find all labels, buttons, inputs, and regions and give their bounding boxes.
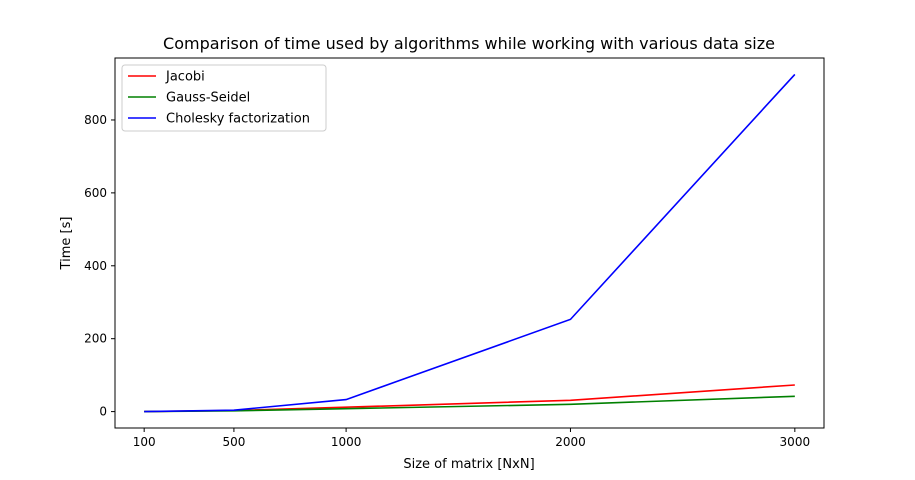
chart-title: Comparison of time used by algorithms wh…	[163, 34, 775, 53]
legend-label-2: Cholesky factorization	[166, 112, 310, 127]
legend-box	[121, 64, 327, 132]
y-tick-label-1: 200	[84, 332, 107, 346]
x-tick-label-2: 1000	[331, 435, 362, 449]
y-tick-label-4: 800	[84, 113, 107, 127]
x-tick-label-0: 100	[133, 435, 156, 449]
y-tick-label-0: 0	[99, 405, 107, 419]
x-axis-label: Size of matrix [NxN]	[403, 457, 534, 472]
y-axis-ticks: 0 200 400 600 800	[84, 113, 115, 419]
x-tick-label-3: 2000	[555, 435, 586, 449]
series-lines	[144, 73, 796, 413]
y-axis-label: Time [s]	[59, 217, 74, 271]
x-tick-label-1: 500	[222, 435, 245, 449]
x-tick-label-4: 3000	[780, 435, 811, 449]
y-tick-label-3: 600	[84, 186, 107, 200]
y-tick-label-2: 400	[84, 259, 107, 273]
legend-label-0: Jacobi	[165, 70, 205, 85]
plot-frame	[114, 57, 825, 429]
legend-label-1: Gauss-Seidel	[166, 91, 250, 106]
series-line-2	[144, 73, 796, 413]
x-axis-ticks: 100 500 1000 2000 3000	[133, 428, 810, 449]
legend: Jacobi Gauss-Seidel Cholesky factorization	[121, 64, 327, 132]
